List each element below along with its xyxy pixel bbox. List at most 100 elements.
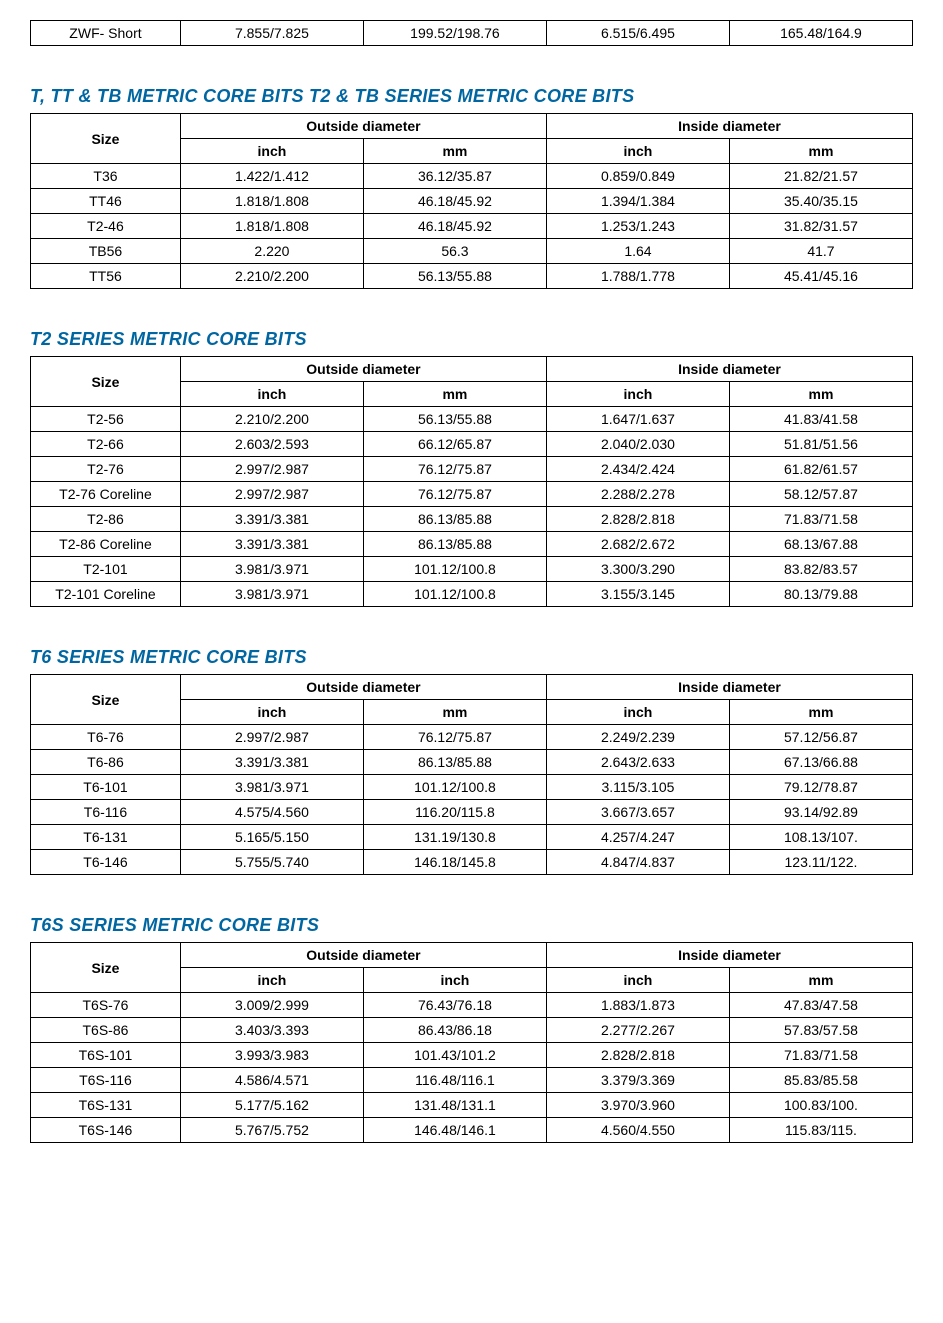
- cell-od-in: 1.818/1.808: [180, 189, 363, 214]
- header-id: Inside diameter: [546, 114, 912, 139]
- table-row: T6S-76 3.009/2.999 76.43/76.18 1.883/1.8…: [31, 993, 913, 1018]
- cell-id-in: 3.300/3.290: [546, 557, 729, 582]
- table-row: T6-76 2.997/2.987 76.12/75.87 2.249/2.23…: [31, 725, 913, 750]
- cell-od-mm: 146.48/146.1: [363, 1118, 546, 1143]
- spec-table: Size Outside diameter Inside diameter in…: [30, 674, 913, 875]
- cell-id-mm: 21.82/21.57: [729, 164, 912, 189]
- header-od: Outside diameter: [180, 114, 546, 139]
- cell-id-mm: 41.7: [729, 239, 912, 264]
- cell-id-in: 1.647/1.637: [546, 407, 729, 432]
- cell-od-in: 5.177/5.162: [180, 1093, 363, 1118]
- cell-id-in: 1.883/1.873: [546, 993, 729, 1018]
- table-row: T6S-146 5.767/5.752 146.48/146.1 4.560/4…: [31, 1118, 913, 1143]
- section-title: T6 SERIES METRIC CORE BITS: [30, 647, 913, 668]
- cell-id-in: 3.379/3.369: [546, 1068, 729, 1093]
- cell-id-mm: 100.83/100.: [729, 1093, 912, 1118]
- header-sub-1: inch: [363, 968, 546, 993]
- cell-id-mm: 57.83/57.58: [729, 1018, 912, 1043]
- table-row: T2-66 2.603/2.593 66.12/65.87 2.040/2.03…: [31, 432, 913, 457]
- cell-od-in: 3.981/3.971: [180, 775, 363, 800]
- cell-od-mm: 131.48/131.1: [363, 1093, 546, 1118]
- table-row: T2-76 Coreline 2.997/2.987 76.12/75.87 2…: [31, 482, 913, 507]
- cell-size: T2-66: [31, 432, 181, 457]
- cell-od-mm: 46.18/45.92: [363, 214, 546, 239]
- spec-table: Size Outside diameter Inside diameter in…: [30, 942, 913, 1143]
- header-sub-2: inch: [546, 382, 729, 407]
- cell-id-mm: 31.82/31.57: [729, 214, 912, 239]
- cell-od-in: 2.997/2.987: [180, 457, 363, 482]
- cell-size: T6S-146: [31, 1118, 181, 1143]
- cell-size: T2-101 Coreline: [31, 582, 181, 607]
- cell-od-in: 5.755/5.740: [180, 850, 363, 875]
- cell-size: T6-116: [31, 800, 181, 825]
- cell-od-in: 3.391/3.381: [180, 532, 363, 557]
- cell-size: T6S-116: [31, 1068, 181, 1093]
- cell-id-mm: 71.83/71.58: [729, 1043, 912, 1068]
- cell-od-in: 4.575/4.560: [180, 800, 363, 825]
- cell-id-in: 2.828/2.818: [546, 1043, 729, 1068]
- table-row: T2-76 2.997/2.987 76.12/75.87 2.434/2.42…: [31, 457, 913, 482]
- spec-table: Size Outside diameter Inside diameter in…: [30, 113, 913, 289]
- cell-id-mm: 41.83/41.58: [729, 407, 912, 432]
- cell-od-mm: 76.43/76.18: [363, 993, 546, 1018]
- cell-od-in: 2.210/2.200: [180, 264, 363, 289]
- cell-id-in: 2.643/2.633: [546, 750, 729, 775]
- cell-od-mm: 86.13/85.88: [363, 507, 546, 532]
- cell-size: T2-86: [31, 507, 181, 532]
- cell-id-mm: 83.82/83.57: [729, 557, 912, 582]
- cell-od-in: 3.981/3.971: [180, 582, 363, 607]
- cell-od-mm: 36.12/35.87: [363, 164, 546, 189]
- cell-size: TT56: [31, 264, 181, 289]
- cell-size: T6S-76: [31, 993, 181, 1018]
- cell-size: T6S-131: [31, 1093, 181, 1118]
- cell-id-in: 4.560/4.550: [546, 1118, 729, 1143]
- header-sub-1: mm: [363, 700, 546, 725]
- cell-od-in: 3.993/3.983: [180, 1043, 363, 1068]
- cell-od-mm: 101.12/100.8: [363, 775, 546, 800]
- header-sub-2: inch: [546, 968, 729, 993]
- cell-od-mm: 86.43/86.18: [363, 1018, 546, 1043]
- cell-od-mm: 46.18/45.92: [363, 189, 546, 214]
- cell-od-in: 1.818/1.808: [180, 214, 363, 239]
- cell-id-mm: 80.13/79.88: [729, 582, 912, 607]
- cell-id-mm: 71.83/71.58: [729, 507, 912, 532]
- cell-od-in: 5.165/5.150: [180, 825, 363, 850]
- cell-id-in: 3.970/3.960: [546, 1093, 729, 1118]
- cell-size: T6-76: [31, 725, 181, 750]
- cell-size: T6S-86: [31, 1018, 181, 1043]
- table-row: T6S-131 5.177/5.162 131.48/131.1 3.970/3…: [31, 1093, 913, 1118]
- table-row: T6S-86 3.403/3.393 86.43/86.18 2.277/2.2…: [31, 1018, 913, 1043]
- header-row-1: Size Outside diameter Inside diameter: [31, 357, 913, 382]
- header-sub-3: mm: [729, 382, 912, 407]
- cell-od-in: 4.586/4.571: [180, 1068, 363, 1093]
- cell-id-in: 6.515/6.495: [546, 21, 729, 46]
- cell-od-in: 7.855/7.825: [180, 21, 363, 46]
- cell-od-in: 2.603/2.593: [180, 432, 363, 457]
- cell-od-in: 3.391/3.381: [180, 750, 363, 775]
- cell-od-in: 3.981/3.971: [180, 557, 363, 582]
- header-sub-1: mm: [363, 382, 546, 407]
- table-row: T36 1.422/1.412 36.12/35.87 0.859/0.849 …: [31, 164, 913, 189]
- table-row: T6-101 3.981/3.971 101.12/100.8 3.115/3.…: [31, 775, 913, 800]
- table-row: TT56 2.210/2.200 56.13/55.88 1.788/1.778…: [31, 264, 913, 289]
- section-title: T2 SERIES METRIC CORE BITS: [30, 329, 913, 350]
- cell-size: T2-86 Coreline: [31, 532, 181, 557]
- cell-id-in: 3.115/3.105: [546, 775, 729, 800]
- cell-id-in: 2.288/2.278: [546, 482, 729, 507]
- cell-od-mm: 86.13/85.88: [363, 532, 546, 557]
- cell-od-mm: 101.12/100.8: [363, 582, 546, 607]
- cell-id-mm: 108.13/107.: [729, 825, 912, 850]
- cell-id-in: 1.64: [546, 239, 729, 264]
- header-row-1: Size Outside diameter Inside diameter: [31, 675, 913, 700]
- header-sub-0: inch: [180, 700, 363, 725]
- header-sub-0: inch: [180, 968, 363, 993]
- cell-od-mm: 76.12/75.87: [363, 725, 546, 750]
- cell-id-in: 3.155/3.145: [546, 582, 729, 607]
- spec-table: Size Outside diameter Inside diameter in…: [30, 356, 913, 607]
- cell-size: TT46: [31, 189, 181, 214]
- cell-od-in: 3.009/2.999: [180, 993, 363, 1018]
- header-size: Size: [31, 114, 181, 164]
- cell-od-in: 5.767/5.752: [180, 1118, 363, 1143]
- table-row: T2-46 1.818/1.808 46.18/45.92 1.253/1.24…: [31, 214, 913, 239]
- header-sub-0: inch: [180, 139, 363, 164]
